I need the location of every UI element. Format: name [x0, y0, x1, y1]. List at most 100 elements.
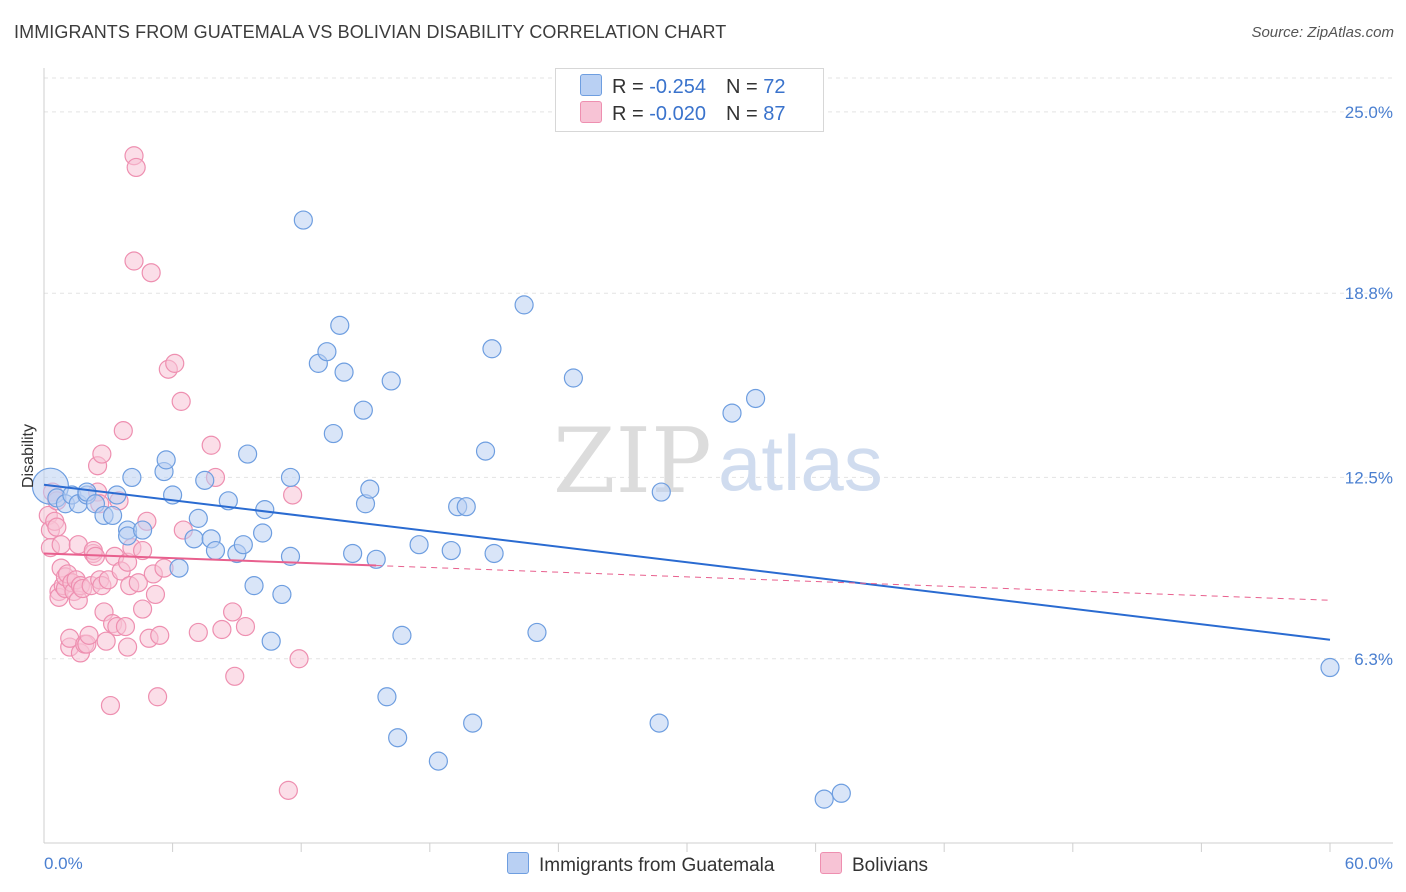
guatemala-point [188, 508, 208, 528]
series-swatch-blue [507, 852, 529, 874]
legend-r-label: R = [612, 103, 650, 125]
y-tick-label: 18.8% [1345, 284, 1393, 303]
guatemala-point [334, 362, 354, 382]
guatemala-point [132, 520, 153, 540]
legend-r-value: -0.254 [649, 76, 706, 98]
guatemala-point [122, 467, 142, 488]
legend-swatch-pink [580, 101, 602, 123]
guatemala-point [205, 540, 226, 561]
guatemala-point [261, 631, 281, 651]
guatemala-point [649, 713, 669, 733]
guatemala-point [392, 625, 412, 645]
guatemala-point [156, 450, 176, 470]
guatemala-point [381, 371, 401, 391]
legend-n-label: N = [725, 76, 764, 98]
guatemala-point [377, 687, 397, 707]
bolivians-point [115, 616, 136, 637]
guatemala-point [353, 400, 373, 420]
guatemala-point [233, 535, 253, 555]
bolivians-trend-line-extension [376, 565, 1331, 601]
bolivians-points [38, 146, 309, 800]
series-name-bolivians: Bolivians [852, 855, 929, 876]
guatemala-point [651, 482, 671, 502]
guatemala-point [280, 546, 301, 566]
guatemala-point [184, 529, 204, 549]
guatemala-point [463, 713, 483, 733]
guatemala-point [441, 540, 461, 561]
bolivians-point [117, 637, 138, 657]
guatemala-point [218, 491, 238, 511]
bolivians-point [79, 625, 99, 645]
gridlines [44, 77, 1393, 660]
legend-n-label: N = [725, 103, 764, 125]
bolivians-point [235, 616, 256, 637]
source-credit: Source: ZipAtlas.com [1251, 24, 1394, 41]
guatemala-point [527, 622, 547, 643]
watermark: ZIP atlas [553, 409, 883, 514]
guatemala-point [722, 403, 742, 423]
x-tick-label-max: 60.0% [1345, 854, 1393, 873]
watermark-atlas: atlas [718, 419, 883, 507]
guatemala-point [484, 543, 504, 564]
axes [43, 68, 1393, 852]
bolivians-point [283, 485, 303, 505]
y-tick-labels: 6.3% 12.5% 18.8% 25.0% [1345, 103, 1393, 669]
guatemala-point [831, 783, 851, 803]
legend-row-guatemala: R = -0.254 N = 72 [580, 74, 785, 100]
guatemala-point [514, 295, 534, 315]
bolivians-point [126, 157, 146, 178]
bolivians-point [289, 649, 309, 669]
bolivians-trend-line [43, 552, 377, 567]
guatemala-point [330, 315, 350, 335]
guatemala-point [814, 789, 834, 809]
guatemala-point [745, 388, 766, 409]
guatemala-point [409, 535, 429, 555]
series-legend-guatemala[interactable]: Immigrants from Guatemala [507, 852, 774, 877]
series-swatch-pink [820, 852, 842, 874]
y-tick-label: 12.5% [1345, 468, 1393, 487]
guatemala-point [343, 543, 363, 564]
guatemala-point [238, 444, 258, 464]
bolivians-point [225, 666, 245, 686]
guatemala-point [360, 479, 380, 499]
guatemala-point [428, 751, 448, 771]
watermark-zip: ZIP [553, 409, 712, 514]
legend-r-value: -0.020 [649, 103, 706, 125]
bolivians-point [147, 687, 168, 707]
bolivians-point [132, 540, 153, 561]
bolivians-point [212, 619, 232, 640]
bolivians-point [188, 622, 208, 643]
guatemala-point [563, 368, 584, 388]
bolivians-point [124, 251, 144, 271]
bolivians-point [92, 444, 112, 464]
bolivians-point [96, 631, 116, 651]
x-tick-label-min: 0.0% [44, 854, 83, 873]
trend-lines [43, 483, 1331, 641]
bolivians-point [165, 353, 185, 373]
y-tick-label: 6.3% [1354, 650, 1393, 669]
bolivians-point [171, 391, 191, 411]
bolivians-point [132, 599, 153, 619]
legend-row-bolivians: R = -0.020 N = 87 [580, 101, 785, 127]
guatemala-trend-line [43, 483, 1331, 641]
guatemala-point [366, 549, 386, 569]
chart-title: IMMIGRANTS FROM GUATEMALA VS BOLIVIAN DI… [14, 22, 727, 42]
guatemala-point [244, 576, 264, 596]
correlation-legend: R = -0.254 N = 72 R = -0.020 N = 87 [555, 68, 824, 132]
bolivians-point [113, 421, 133, 441]
legend-n-value: 72 [763, 76, 786, 98]
bolivians-point [150, 625, 170, 645]
guatemala-point [253, 523, 273, 543]
guatemala-point [102, 505, 123, 526]
series-legend: Immigrants from Guatemala Bolivians [0, 852, 1406, 878]
guatemala-point [280, 467, 301, 488]
legend-swatch-blue [580, 74, 602, 96]
guatemala-point [475, 441, 496, 461]
bolivians-point [51, 535, 71, 555]
y-axis-label: Disability [20, 424, 37, 488]
series-legend-bolivians[interactable]: Bolivians [820, 852, 928, 877]
legend-r-label: R = [612, 76, 650, 98]
guatemala-points [31, 210, 1340, 809]
guatemala-point [456, 497, 476, 517]
